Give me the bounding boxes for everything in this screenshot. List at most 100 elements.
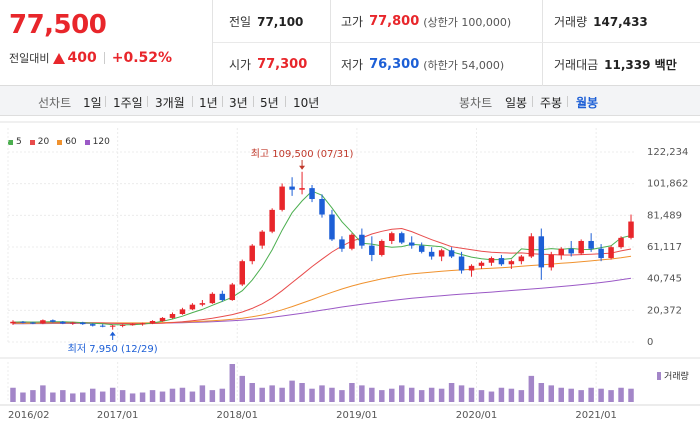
lower-limit: (하한가 54,000): [423, 58, 505, 72]
candle-body: [30, 322, 36, 324]
change-value: 400: [67, 50, 97, 66]
candle-body: [199, 303, 206, 305]
candle-body: [80, 322, 86, 325]
candle-daily[interactable]: 일봉: [505, 96, 528, 110]
candle-body: [618, 237, 624, 248]
volume-bar: [30, 390, 36, 402]
legend-ma60[interactable]: 60: [57, 137, 77, 147]
open-label: 시가: [229, 58, 252, 72]
candle-body: [408, 242, 415, 246]
y-tick-label: 101,862: [647, 179, 688, 190]
volume-bar: [50, 392, 56, 402]
x-tick-label: 2019/01: [336, 410, 378, 421]
candle-body: [448, 250, 455, 257]
candle-body: [179, 309, 186, 315]
volume-legend: 거래량: [657, 369, 689, 382]
low-arrow-head: [109, 331, 116, 336]
price-box: 77,500 전일대비 400 +0.52%: [0, 0, 213, 86]
change-row: 전일대비 400 +0.52%: [9, 50, 172, 66]
high-arrow-head: [299, 165, 306, 170]
legend-label: 60: [65, 137, 77, 147]
candle-weekly[interactable]: 주봉: [540, 96, 563, 110]
volume-bar: [359, 385, 365, 402]
volume-bar: [369, 387, 375, 402]
period-3y[interactable]: 3년: [229, 96, 248, 110]
candle-body: [329, 214, 335, 240]
candle-body: [269, 209, 275, 232]
volume: 거래량 147,433: [554, 0, 648, 43]
legend-ma5[interactable]: 5: [8, 137, 22, 147]
open-price: 시가 77,300: [229, 43, 307, 86]
volume-bar: [578, 390, 584, 402]
amount-value: 11,339 백만: [604, 58, 677, 72]
candle-body: [289, 186, 295, 190]
period-1w[interactable]: 1주일: [113, 96, 143, 110]
candle-body: [548, 254, 555, 268]
candle-body: [578, 240, 584, 254]
stat-row: 전일 77,100 고가 77,800 (상한가 100,000) 거래량 14…: [213, 0, 700, 43]
candle-body: [558, 248, 564, 255]
legend-ma20[interactable]: 20: [29, 137, 50, 147]
candle-body: [279, 186, 285, 210]
volume-bar: [488, 391, 495, 402]
period-3m[interactable]: 3개월: [155, 96, 185, 110]
prev-close-value: 77,100: [257, 14, 304, 29]
volume-bar: [528, 375, 535, 402]
volume-bar: [339, 390, 345, 402]
candle-body: [428, 251, 435, 257]
candle-body: [478, 262, 485, 266]
volume-legend-label: 거래량: [664, 372, 689, 382]
volume-bar: [249, 383, 255, 402]
legend-label: 20: [37, 137, 50, 147]
x-tick-label: 2020/01: [456, 410, 498, 421]
candle-body: [518, 256, 525, 262]
x-tick-label: 2017/01: [97, 410, 139, 421]
candle-body: [628, 221, 634, 238]
volume-bar: [40, 385, 46, 402]
candle-body: [20, 321, 26, 323]
candle-body: [379, 240, 385, 255]
volume-label: 거래량: [554, 15, 588, 29]
legend-label: 120: [92, 137, 110, 147]
volume-value: 147,433: [593, 14, 648, 29]
volume-bar: [329, 387, 335, 402]
volume-swatch: [657, 371, 661, 380]
period-1d[interactable]: 1일: [83, 96, 102, 110]
y-tick-label: 61,117: [647, 242, 682, 253]
period-10y[interactable]: 10년: [293, 96, 320, 110]
volume-bar: [548, 385, 555, 402]
volume-bar: [279, 387, 285, 402]
volume-bar: [299, 383, 305, 402]
period-5y[interactable]: 5년: [260, 96, 279, 110]
candle-monthly[interactable]: 월봉: [576, 96, 599, 110]
volume-bar: [289, 380, 295, 402]
candle-body: [508, 261, 515, 265]
x-tick-label: 2021/01: [575, 410, 617, 421]
stat-row: 시가 77,300 저가 76,300 (하한가 54,000) 거래대금 11…: [213, 43, 700, 86]
y-tick-label: 81,489: [647, 210, 682, 221]
volume-bar: [159, 391, 166, 402]
candle-body: [99, 325, 106, 327]
period-1y[interactable]: 1년: [199, 96, 218, 110]
candle-body: [598, 248, 604, 259]
candle-body: [129, 324, 136, 326]
open-value: 77,300: [257, 57, 308, 72]
candle-body: [528, 236, 535, 257]
legend-ma120[interactable]: 120: [84, 137, 110, 147]
volume-bar: [209, 390, 216, 402]
x-tick-label: 2016/02: [8, 410, 50, 421]
prev-close-label: 전일: [229, 15, 252, 29]
candle-body: [259, 231, 265, 246]
volume-bar: [538, 383, 545, 402]
volume-bar: [99, 391, 106, 402]
volume-bar: [418, 390, 425, 402]
volume-bar: [498, 387, 505, 402]
volume-bar: [568, 388, 574, 402]
low-value: 76,300: [369, 57, 420, 72]
volume-bar: [169, 388, 176, 402]
current-price: 77,500: [9, 10, 107, 40]
candle-body: [458, 256, 465, 271]
volume-bar: [608, 390, 614, 402]
candle-body: [50, 320, 56, 322]
